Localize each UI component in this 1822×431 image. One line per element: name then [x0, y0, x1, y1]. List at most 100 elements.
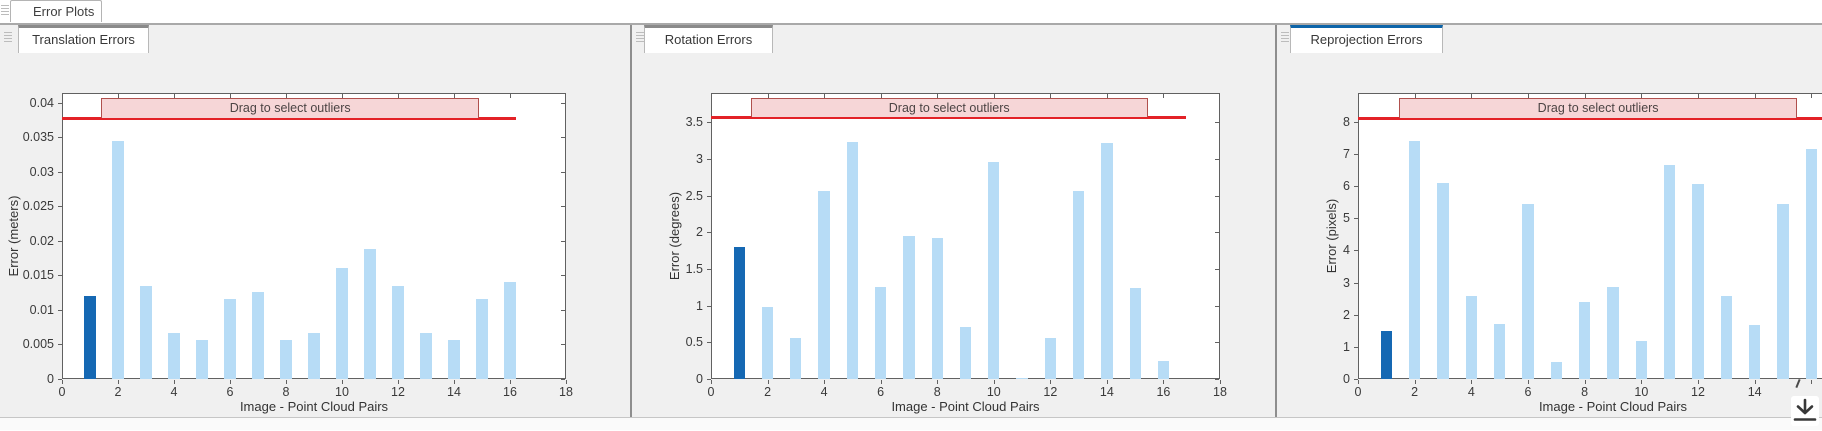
tick-mark	[937, 380, 939, 384]
error-bar-14[interactable]	[1101, 142, 1113, 379]
error-bar-9[interactable]	[959, 326, 972, 379]
tick-mark	[1811, 94, 1813, 98]
tab-error-plots[interactable]: Error Plots	[10, 0, 102, 22]
error-bar-2[interactable]	[112, 140, 124, 379]
error-bar-8[interactable]	[931, 238, 943, 379]
x-tick-label: 2	[114, 385, 122, 399]
error-bar-3[interactable]	[790, 337, 802, 379]
tick-mark	[880, 380, 882, 384]
outlier-threshold-line[interactable]	[1358, 116, 1822, 120]
tick-mark	[398, 94, 399, 98]
error-bar-6[interactable]	[224, 298, 236, 379]
error-bar-2[interactable]	[1409, 141, 1421, 379]
error-bar-11[interactable]	[1664, 164, 1676, 379]
error-bar-selected[interactable]	[1380, 330, 1392, 379]
error-bar-12[interactable]	[1044, 337, 1056, 379]
error-bar-16[interactable]	[1805, 148, 1817, 379]
error-bar-6[interactable]	[875, 287, 887, 379]
tick-mark	[707, 379, 711, 380]
error-bar-13[interactable]	[1720, 296, 1732, 379]
tick-mark	[561, 240, 565, 242]
x-tick-label: 8	[1581, 385, 1589, 399]
error-bar-5[interactable]	[846, 142, 859, 379]
error-bar-4[interactable]	[168, 333, 180, 379]
tick-mark	[454, 380, 455, 384]
panel-drag-grip-icon[interactable]	[1281, 32, 1289, 44]
y-tick-label: 0.04	[29, 95, 54, 110]
error-bar-11[interactable]	[1016, 377, 1028, 379]
error-bar-16[interactable]	[504, 282, 516, 379]
error-bar-13[interactable]	[420, 333, 432, 379]
error-bar-5[interactable]	[1494, 324, 1506, 379]
panel-drag-grip-icon[interactable]	[4, 32, 12, 44]
y-tick-label: 2	[696, 225, 703, 240]
error-bar-15[interactable]	[1777, 203, 1789, 379]
x-axis-label: Image - Point Cloud Pairs	[1538, 399, 1688, 414]
error-bar-9[interactable]	[308, 332, 320, 379]
tab-translation-errors[interactable]: Translation Errors	[18, 25, 149, 53]
x-tick-label: 10	[986, 385, 1001, 399]
error-bar-12[interactable]	[1692, 183, 1704, 379]
drag-select-outliers-band[interactable]: Drag to select outliers	[101, 98, 480, 118]
error-bar-4[interactable]	[1465, 296, 1477, 379]
drag-select-outliers-band[interactable]: Drag to select outliers	[1399, 98, 1798, 118]
error-bar-7[interactable]	[252, 291, 264, 379]
error-bar-16[interactable]	[1157, 361, 1170, 379]
error-bar-11[interactable]	[364, 249, 376, 379]
document-tab-bar: Error Plots	[0, 0, 1822, 25]
x-tick-label: 16	[1156, 385, 1171, 399]
error-bar-4[interactable]	[818, 191, 830, 379]
y-tick-label: 7	[1343, 147, 1350, 162]
outlier-threshold-line[interactable]	[711, 116, 1187, 120]
y-tick-label: 0.01	[29, 302, 54, 317]
tick-mark	[58, 171, 62, 173]
error-bar-3[interactable]	[1437, 182, 1449, 379]
x-tick-label: 0	[58, 385, 66, 399]
error-bar-3[interactable]	[140, 285, 152, 379]
error-bar-7[interactable]	[903, 236, 915, 379]
translation-errors-tab-row: Translation Errors	[0, 25, 630, 53]
translation-errors-chart: Error (meters) 0 0.005 0.01 0.015 0.02 0.025 0.…	[0, 52, 630, 417]
tick-mark	[1354, 282, 1358, 284]
download-export-icon[interactable]	[1791, 396, 1819, 426]
error-bar-15[interactable]	[1129, 288, 1141, 379]
error-bar-12[interactable]	[392, 285, 404, 379]
error-bar-10[interactable]	[336, 268, 348, 379]
tick-mark	[1358, 380, 1359, 384]
tab-reprojection-errors[interactable]: Reprojection Errors	[1290, 25, 1443, 53]
error-bar-8[interactable]	[280, 340, 292, 379]
error-bar-9[interactable]	[1607, 287, 1619, 379]
error-bar-10[interactable]	[1635, 341, 1647, 379]
x-tick-label: 8	[933, 385, 941, 399]
tick-mark	[174, 380, 175, 384]
tick-mark	[707, 269, 711, 270]
error-bar-2[interactable]	[761, 307, 774, 379]
outlier-threshold-line[interactable]	[62, 116, 516, 120]
tick-mark	[993, 380, 995, 384]
tick-mark	[1050, 94, 1052, 98]
error-bar-14[interactable]	[448, 339, 460, 379]
document-drag-grip-icon[interactable]	[1, 5, 9, 17]
tick-mark	[561, 102, 565, 104]
x-tick-label: 12	[391, 385, 405, 399]
error-bar-6[interactable]	[1522, 204, 1534, 379]
error-bar-14[interactable]	[1749, 325, 1761, 379]
panel-drag-grip-icon[interactable]	[636, 32, 644, 44]
y-tick-label: 6	[1343, 179, 1350, 194]
error-bar-5[interactable]	[196, 339, 208, 379]
y-tick-label: 0.015	[22, 268, 54, 283]
error-bar-selected[interactable]	[733, 247, 745, 379]
tick-mark	[1584, 94, 1586, 98]
error-bar-15[interactable]	[476, 298, 488, 379]
error-bar-10[interactable]	[988, 161, 1000, 379]
tick-mark	[1414, 380, 1416, 384]
tick-mark	[707, 342, 711, 344]
error-bar-selected[interactable]	[84, 296, 96, 379]
tick-mark	[58, 102, 62, 104]
error-bar-7[interactable]	[1550, 361, 1562, 379]
tick-mark	[1471, 380, 1473, 384]
error-bar-13[interactable]	[1072, 191, 1085, 379]
tab-rotation-errors[interactable]: Rotation Errors	[644, 25, 773, 53]
drag-select-outliers-band[interactable]: Drag to select outliers	[750, 98, 1148, 118]
error-bar-8[interactable]	[1579, 302, 1591, 379]
